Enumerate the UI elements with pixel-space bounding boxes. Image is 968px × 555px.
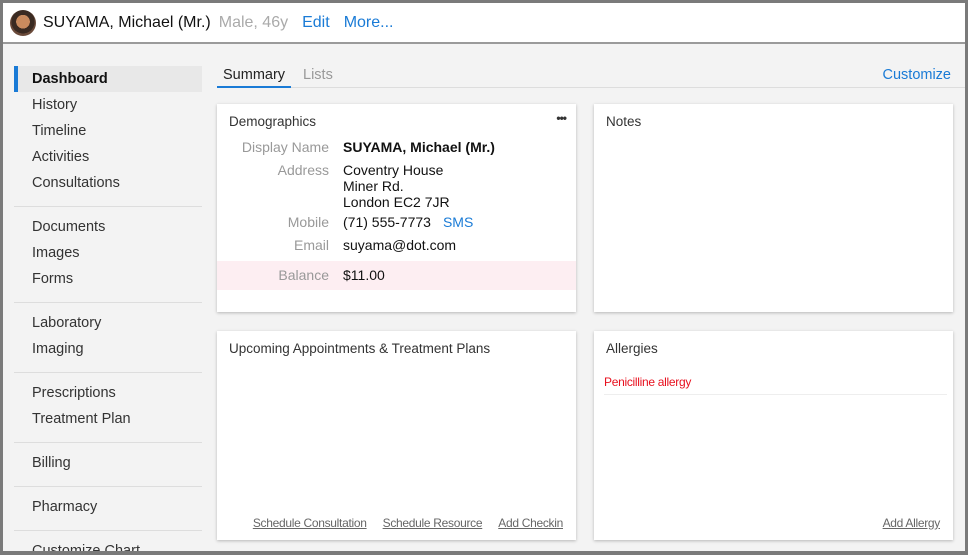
address-value: Coventry House Miner Rd. London EC2 7JR [343, 162, 450, 210]
add-checkin-link[interactable]: Add Checkin [498, 516, 563, 530]
sidebar-item-images[interactable]: Images [32, 245, 80, 261]
mobile-value: (71) 555-7773 SMS [343, 214, 473, 230]
sidebar-item-pharmacy[interactable]: Pharmacy [32, 499, 98, 515]
sidebar-item-prescriptions[interactable]: Prescriptions [32, 385, 116, 401]
more-menu-icon[interactable]: ••• [556, 111, 567, 125]
appointments-card: Upcoming Appointments & Treatment Plans … [217, 331, 576, 540]
field-label: Mobile [287, 214, 329, 230]
sidebar-divider [14, 442, 202, 443]
notes-card: Notes [594, 104, 953, 312]
allergy-item[interactable]: Penicilline allergy [604, 375, 947, 395]
edit-link[interactable]: Edit [302, 13, 330, 31]
tab-lists[interactable]: Lists [303, 67, 333, 83]
sidebar-item-treatment-plan[interactable]: Treatment Plan [32, 411, 131, 427]
tab-summary[interactable]: Summary [217, 67, 292, 88]
sidebar-divider [14, 206, 202, 207]
field-label: Address [277, 162, 329, 178]
sidebar-item-consultations[interactable]: Consultations [32, 175, 120, 191]
sidebar-divider [14, 372, 202, 373]
more-link[interactable]: More... [343, 13, 394, 31]
sidebar-item-timeline[interactable]: Timeline [32, 123, 87, 139]
sidebar-item-dashboard[interactable]: Dashboard [14, 66, 202, 92]
demographics-card: Demographics ••• Display Name SUYAMA, Mi… [217, 104, 576, 312]
sms-link[interactable]: SMS [442, 214, 474, 230]
sidebar: Dashboard History Timeline Activities Consul… [14, 66, 202, 551]
sidebar-item-documents[interactable]: Documents [32, 219, 106, 235]
sidebar-divider [14, 486, 202, 487]
app-window: SUYAMA, Michael (Mr.) Male, 46y Edit Mor… [3, 3, 965, 551]
sidebar-item-customize-chart[interactable]: Customize Chart [32, 543, 140, 551]
balance-row: Balance $11.00 [217, 261, 576, 290]
schedule-consultation-link[interactable]: Schedule Consultation [252, 516, 367, 530]
allergies-card: Allergies Penicilline allergy Add Allerg… [594, 331, 953, 540]
sidebar-item-billing[interactable]: Billing [32, 455, 71, 471]
field-label: Balance [278, 267, 329, 283]
mobile-number: (71) 555-7773 [343, 214, 431, 230]
email-value: suyama@dot.com [343, 237, 457, 253]
field-label: Display Name [241, 139, 329, 155]
display-name-value: SUYAMA, Michael (Mr.) [343, 139, 495, 155]
sidebar-divider [14, 302, 202, 303]
card-title: Demographics [229, 114, 317, 129]
avatar [10, 9, 36, 36]
field-label: Email [293, 237, 329, 253]
sidebar-item-imaging[interactable]: Imaging [32, 341, 84, 357]
sidebar-item-laboratory[interactable]: Laboratory [32, 315, 102, 331]
add-allergy-link[interactable]: Add Allergy [882, 516, 941, 530]
sidebar-item-forms[interactable]: Forms [32, 271, 74, 287]
address-line: London EC2 7JR [343, 194, 450, 210]
address-line: Miner Rd. [343, 178, 404, 194]
schedule-resource-link[interactable]: Schedule Resource [382, 516, 483, 530]
sidebar-divider [14, 530, 202, 531]
card-title: Notes [606, 114, 642, 129]
patient-name: SUYAMA, Michael (Mr.) [43, 13, 211, 31]
sidebar-item-history[interactable]: History [32, 97, 78, 113]
card-title: Upcoming Appointments & Treatment Plans [229, 341, 491, 356]
patient-header: SUYAMA, Michael (Mr.) Male, 46y Edit Mor… [3, 3, 965, 44]
balance-value: $11.00 [343, 267, 385, 283]
card-title: Allergies [606, 341, 658, 356]
address-line: Coventry House [343, 162, 444, 178]
customize-link[interactable]: Customize [882, 67, 952, 83]
patient-meta: Male, 46y [218, 13, 289, 31]
tab-bar: Summary Lists Customize [217, 63, 965, 88]
sidebar-item-activities[interactable]: Activities [32, 149, 90, 165]
